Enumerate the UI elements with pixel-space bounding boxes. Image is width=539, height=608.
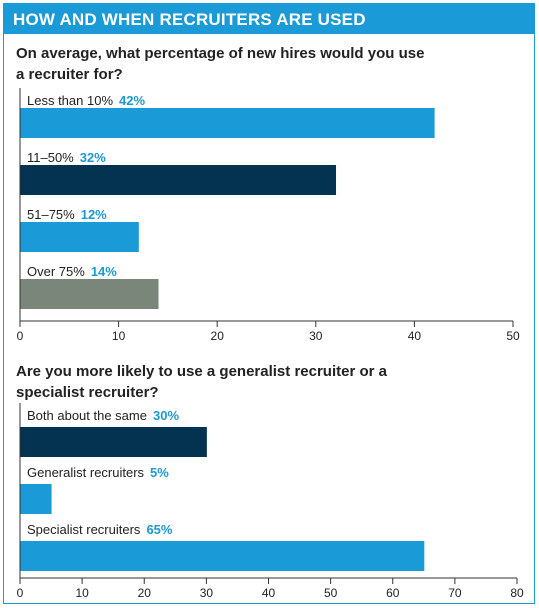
chart-1-tick-label: 10 <box>112 329 126 343</box>
chart-1-bar <box>20 165 337 195</box>
chart-1-tick-label: 0 <box>17 329 24 343</box>
chart-1-tick-label: 30 <box>309 329 323 343</box>
chart-2-tick-label: 60 <box>386 586 400 600</box>
chart-1-bar <box>20 222 139 252</box>
chart-2-value-label: 5% <box>150 465 169 480</box>
chart-2-tick-label: 0 <box>17 586 24 600</box>
chart-2-bar <box>20 427 207 457</box>
chart-1-question: On average, what percentage of new hires… <box>16 45 425 83</box>
chart-1-category-label: 51–75% <box>27 207 75 222</box>
chart-2-category-label: Generalist recruiters <box>27 465 145 480</box>
chart-1-value-label: 12% <box>81 207 107 222</box>
chart-2-category-label: Both about the same <box>27 408 147 423</box>
chart-2-tick-label: 20 <box>138 586 152 600</box>
chart-1-tick-label: 40 <box>408 329 422 343</box>
chart-1-bar <box>20 279 159 309</box>
chart-2-question: Are you more likely to use a generalist … <box>16 363 387 401</box>
chart-2-bar <box>20 541 425 571</box>
chart-2-value-label: 30% <box>153 408 179 423</box>
chart-2-tick-label: 70 <box>448 586 462 600</box>
chart-1-value-label: 14% <box>91 264 117 279</box>
chart-2-bar <box>20 484 52 514</box>
chart-2-tick-label: 40 <box>262 586 276 600</box>
chart-1-tick-label: 20 <box>211 329 225 343</box>
header-title: HOW AND WHEN RECRUITERS ARE USED <box>13 10 366 29</box>
chart-1-category-label: Over 75% <box>27 264 85 279</box>
header-bar: HOW AND WHEN RECRUITERS ARE USED <box>4 4 534 34</box>
chart-2-tick-label: 30 <box>200 586 214 600</box>
chart-1-tick-label: 50 <box>506 329 520 343</box>
chart-1-category-label: 11–50% <box>27 150 74 165</box>
chart-2-value-label: 65% <box>146 522 172 537</box>
infographic-frame: HOW AND WHEN RECRUITERS ARE USED <box>3 3 535 604</box>
chart-1-category-label: Less than 10% <box>27 93 113 108</box>
chart-1-value-label: 32% <box>80 150 106 165</box>
chart-1-value-label: 42% <box>119 93 145 108</box>
chart-1-bar <box>20 108 435 138</box>
chart-2-tick-label: 50 <box>324 586 338 600</box>
chart-2-category-label: Specialist recruiters <box>27 522 141 537</box>
chart-2-tick-label: 80 <box>510 586 524 600</box>
chart-2-tick-label: 10 <box>75 586 89 600</box>
